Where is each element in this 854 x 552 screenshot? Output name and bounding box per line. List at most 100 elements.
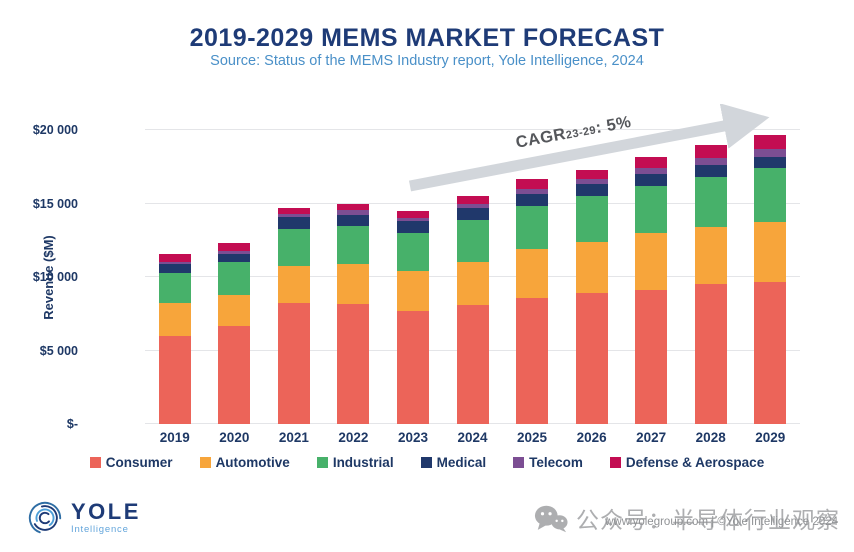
bar-2019 [158, 130, 191, 424]
bar-segment-2026-industrial [575, 196, 608, 242]
bar-segment-2027-defense-aerospace [635, 156, 668, 169]
bar-segment-2024-consumer [456, 304, 489, 424]
bar-2029 [754, 130, 787, 424]
legend-swatch-defense-aerospace [609, 457, 621, 468]
bar-segment-2029-telecom [754, 149, 787, 157]
bar-segment-2019-medical [158, 263, 191, 273]
bar-segment-2021-telecom [277, 213, 310, 217]
bar-slot-2027 [621, 130, 681, 424]
bar-segment-2020-telecom [218, 251, 251, 254]
bar-segment-2020-automotive [218, 294, 251, 326]
bar-segment-2023-telecom [396, 218, 429, 222]
bar-segment-2022-consumer [337, 304, 370, 424]
bar-segment-2029-consumer [754, 282, 787, 424]
y-tick-label-1: $5 000 [39, 343, 78, 358]
bar-segment-2019-defense-aerospace [158, 253, 191, 262]
bar-segment-2022-defense-aerospace [337, 203, 370, 211]
legend-item-medical: Medical [420, 455, 487, 470]
bar-slot-2025 [502, 130, 562, 424]
x-tick-label-2021: 2021 [278, 430, 309, 445]
legend-label-consumer: Consumer [105, 455, 173, 470]
bar-2026 [575, 130, 608, 424]
bar-segment-2019-telecom [158, 261, 191, 264]
bar-segment-2022-telecom [337, 210, 370, 215]
yole-swirl-icon [28, 501, 62, 535]
bars-layer [145, 130, 800, 424]
y-tick-label-0: $- [66, 417, 78, 431]
yole-logo-name: YOLE [71, 499, 141, 524]
bar-segment-2020-medical [218, 253, 251, 263]
legend-label-automotive: Automotive [215, 455, 290, 470]
bar-segment-2025-telecom [516, 188, 549, 194]
bar-slot-2023 [383, 130, 443, 424]
x-tick-label-2028: 2028 [695, 430, 726, 445]
bar-segment-2025-industrial [516, 206, 549, 250]
chart-title: 2019-2029 MEMS MARKET FORECAST [189, 24, 665, 52]
bar-2024 [456, 130, 489, 424]
bar-segment-2020-consumer [218, 325, 251, 424]
bar-2022 [337, 130, 370, 424]
watermark-cn-text: 公众号：半导体行业观察 [576, 507, 840, 533]
bar-2023 [396, 130, 429, 424]
wechat-watermark: 公众号：半导体行业观察 [534, 501, 840, 535]
legend-label-industrial: Industrial [332, 455, 394, 470]
bar-segment-2028-automotive [694, 227, 727, 285]
bar-segment-2023-automotive [396, 271, 429, 311]
copyright-watermark: www.yolegroup.com | ©Yole Intelligence 2… [605, 516, 838, 528]
legend-item-defense-aerospace: Defense & Aerospace [609, 455, 764, 470]
bar-segment-2020-defense-aerospace [218, 242, 251, 252]
bar-slot-2019 [145, 130, 205, 424]
bar-segment-2027-medical [635, 174, 668, 186]
bar-segment-2022-medical [337, 214, 370, 227]
bar-segment-2023-consumer [396, 310, 429, 424]
bar-segment-2025-medical [516, 193, 549, 207]
bar-segment-2028-consumer [694, 284, 727, 424]
x-tick-label-2023: 2023 [397, 430, 428, 445]
legend: Consumer Automotive Industrial Medical Telec… [0, 455, 854, 470]
bar-segment-2021-consumer [277, 302, 310, 424]
wechat-icon [534, 505, 568, 532]
bar-segment-2023-medical [396, 221, 429, 233]
bar-segment-2024-industrial [456, 220, 489, 263]
legend-swatch-telecom [513, 457, 525, 468]
legend-label-telecom: Telecom [529, 455, 583, 470]
bar-slot-2024 [443, 130, 503, 424]
bar-segment-2026-medical [575, 184, 608, 197]
bar-2025 [516, 130, 549, 424]
x-tick-label-2029: 2029 [755, 430, 786, 445]
yole-logo-subtitle: Intelligence [71, 524, 129, 535]
bar-segment-2027-automotive [635, 232, 668, 291]
bar-segment-2023-industrial [396, 232, 429, 272]
bar-segment-2026-consumer [575, 293, 608, 424]
y-tick-label-4: $20 000 [32, 123, 78, 137]
yole-logo: YOLE Intelligence [26, 499, 141, 537]
x-tick-label-2025: 2025 [517, 430, 548, 445]
legend-swatch-automotive [199, 457, 211, 468]
bar-segment-2021-medical [277, 216, 310, 229]
bar-segment-2021-industrial [277, 228, 310, 266]
x-tick-label-2026: 2026 [576, 430, 607, 445]
bar-segment-2025-automotive [516, 249, 549, 298]
legend-swatch-medical [420, 457, 432, 468]
legend-item-industrial: Industrial [316, 455, 394, 470]
bar-segment-2024-medical [456, 207, 489, 221]
x-tick-label-2020: 2020 [219, 430, 250, 445]
bar-segment-2026-defense-aerospace [575, 169, 608, 180]
bar-segment-2021-automotive [277, 265, 310, 303]
bar-2028 [694, 130, 727, 424]
legend-swatch-industrial [316, 457, 328, 468]
bar-segment-2027-consumer [635, 290, 668, 424]
bar-segment-2019-consumer [158, 335, 191, 424]
bar-segment-2029-medical [754, 156, 787, 169]
bar-segment-2019-industrial [158, 272, 191, 304]
bar-segment-2024-defense-aerospace [456, 196, 489, 204]
bar-segment-2019-automotive [158, 303, 191, 336]
bar-segment-2023-defense-aerospace [396, 210, 429, 219]
bar-segment-2029-industrial [754, 168, 787, 222]
bar-slot-2021 [264, 130, 324, 424]
bar-slot-2020 [205, 130, 265, 424]
bar-segment-2020-industrial [218, 262, 251, 295]
y-tick-label-3: $15 000 [32, 196, 78, 211]
legend-label-medical: Medical [436, 455, 487, 470]
